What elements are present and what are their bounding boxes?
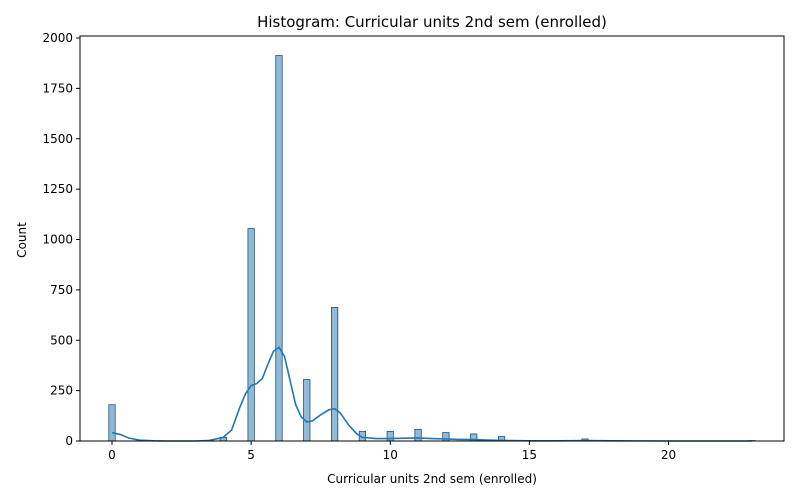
- y-axis: 0 250 500 750 1000 1250 1500 1750 2000: [42, 31, 80, 448]
- y-tick-label-250: 250: [50, 384, 73, 398]
- bar-11: [414, 428, 422, 442]
- x-tick-label-15: 15: [522, 448, 537, 462]
- y-tick-label-1250: 1250: [42, 182, 73, 196]
- x-tick-label-20: 20: [661, 448, 676, 462]
- bar-0: [108, 404, 116, 442]
- y-tick-label-750: 750: [50, 283, 73, 297]
- plot-area: [79, 35, 785, 442]
- kde-curve: [111, 346, 752, 442]
- x-tick-label-10: 10: [383, 448, 398, 462]
- y-tick-label-1750: 1750: [42, 81, 73, 95]
- bar-6: [275, 55, 283, 442]
- y-axis-label: Count: [15, 222, 29, 258]
- y-tick-label-500: 500: [50, 333, 73, 347]
- bar-5: [247, 228, 255, 442]
- x-tick-label-0: 0: [108, 448, 116, 462]
- y-tick-label-1500: 1500: [42, 132, 73, 146]
- y-tick-label-0: 0: [65, 434, 73, 448]
- bar-8: [331, 307, 339, 442]
- y-tick-label-2000: 2000: [42, 31, 73, 45]
- bar-10: [386, 430, 394, 442]
- chart-title: Histogram: Curricular units 2nd sem (enr…: [257, 13, 607, 31]
- x-axis-label: Curricular units 2nd sem (enrolled): [327, 472, 537, 486]
- plot-frame: [79, 35, 785, 442]
- bars-group: [108, 55, 756, 442]
- y-tick-label-1000: 1000: [42, 233, 73, 247]
- x-tick-label-5: 5: [247, 448, 255, 462]
- bar-7: [303, 379, 311, 442]
- x-axis: 0 5 10 15 20: [108, 441, 676, 462]
